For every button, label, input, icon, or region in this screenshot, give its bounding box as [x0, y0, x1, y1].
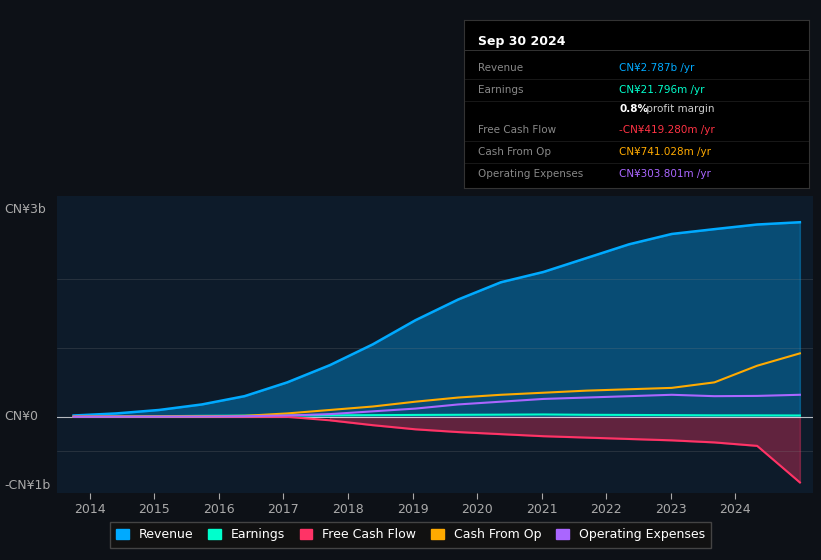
Text: Revenue: Revenue: [478, 63, 523, 73]
Legend: Revenue, Earnings, Free Cash Flow, Cash From Op, Operating Expenses: Revenue, Earnings, Free Cash Flow, Cash …: [110, 522, 711, 548]
Text: Earnings: Earnings: [478, 85, 523, 95]
Text: Cash From Op: Cash From Op: [478, 147, 551, 157]
Text: -CN¥419.280m /yr: -CN¥419.280m /yr: [619, 125, 715, 136]
Text: Free Cash Flow: Free Cash Flow: [478, 125, 556, 136]
Text: CN¥21.796m /yr: CN¥21.796m /yr: [619, 85, 704, 95]
Text: CN¥2.787b /yr: CN¥2.787b /yr: [619, 63, 695, 73]
Text: profit margin: profit margin: [643, 104, 714, 114]
Text: CN¥0: CN¥0: [4, 410, 38, 423]
Text: CN¥3b: CN¥3b: [4, 203, 46, 216]
Text: Operating Expenses: Operating Expenses: [478, 169, 583, 179]
Text: Sep 30 2024: Sep 30 2024: [478, 35, 565, 48]
Text: -CN¥1b: -CN¥1b: [4, 479, 50, 492]
Text: CN¥741.028m /yr: CN¥741.028m /yr: [619, 147, 711, 157]
Text: 0.8%: 0.8%: [619, 104, 648, 114]
Text: CN¥303.801m /yr: CN¥303.801m /yr: [619, 169, 711, 179]
